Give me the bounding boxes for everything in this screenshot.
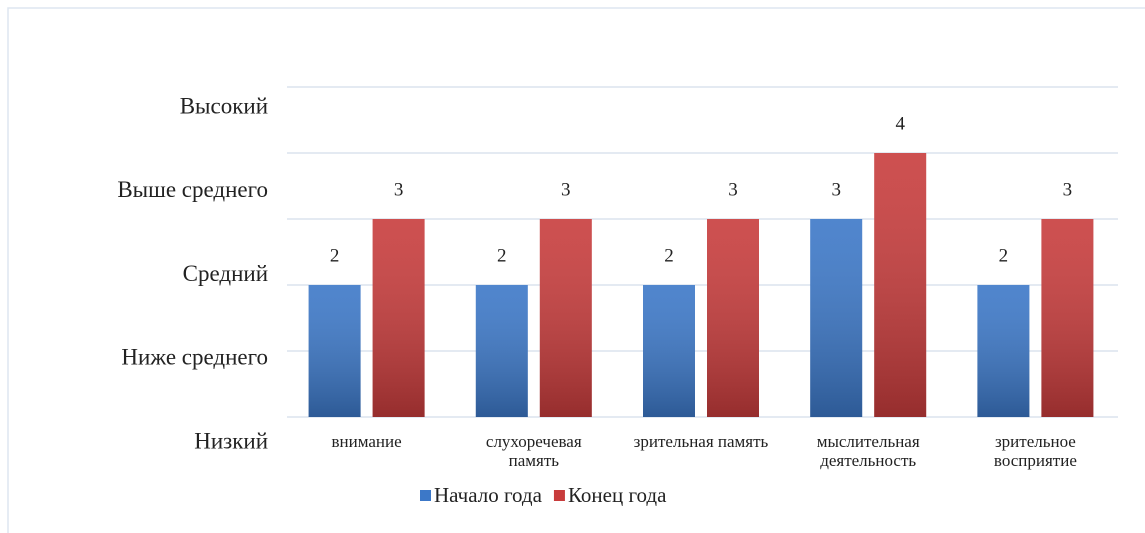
bar-shade <box>372 219 425 417</box>
data-label: 3 <box>831 179 841 200</box>
bar-shade <box>810 219 863 417</box>
data-label: 3 <box>561 179 571 200</box>
x-tick-label: внимание <box>331 432 402 451</box>
y-tick-label: Ниже среднего <box>121 345 268 370</box>
legend-swatch <box>420 490 431 501</box>
x-tick-label: зрительное восприятие <box>993 432 1077 470</box>
legend-label: Начало года <box>434 483 543 507</box>
frame <box>7 7 1145 533</box>
x-tick-label: слухоречевая память <box>485 432 582 470</box>
x-tick-label: зрительная память <box>633 432 769 451</box>
bar-shade <box>874 153 927 417</box>
bar-shade <box>1041 219 1094 417</box>
data-label: 2 <box>330 245 340 266</box>
y-tick-label: Средний <box>183 261 268 286</box>
data-label: 3 <box>728 179 738 200</box>
legend-label: Конец года <box>568 483 667 507</box>
bar-shade <box>977 285 1030 417</box>
data-label: 4 <box>895 113 905 134</box>
bar-shade <box>643 285 695 417</box>
y-tick-label: Низкий <box>194 428 268 453</box>
y-tick-label: Высокий <box>180 93 268 118</box>
data-label: 2 <box>497 245 507 266</box>
legend-swatch <box>553 490 565 501</box>
data-label: 3 <box>394 179 404 200</box>
y-tick-label: Выше среднего <box>117 177 268 202</box>
bar-shade <box>539 219 592 417</box>
bar-shade <box>308 285 361 417</box>
data-label: 2 <box>999 245 1009 266</box>
data-label: 2 <box>664 245 674 266</box>
bar-shade <box>707 219 759 417</box>
x-tick-label: мыслительная деятельность <box>816 432 920 470</box>
bar-shade <box>475 285 528 417</box>
data-label: 3 <box>1063 179 1073 200</box>
